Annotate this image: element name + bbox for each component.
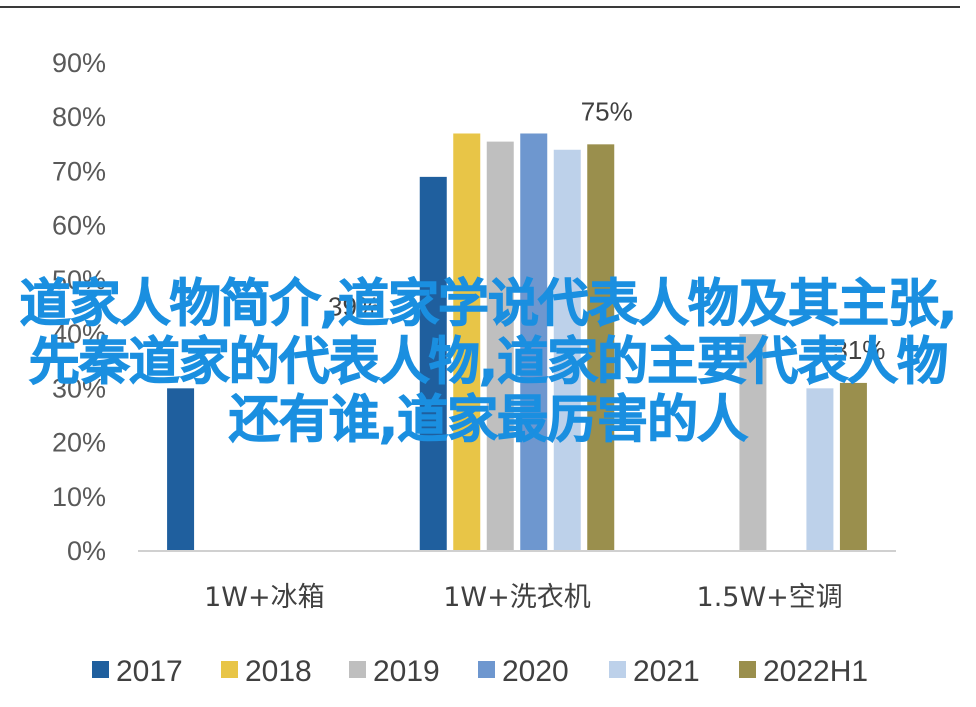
bar-2021-1 [553, 149, 581, 551]
data-label: 39% [328, 292, 380, 322]
category-labels: 1W+冰箱 1W+洗衣机 1.5W+空调 [204, 582, 843, 613]
legend-label-2022H1: 2022H1 [763, 655, 868, 688]
legend-swatch-2020 [478, 661, 495, 678]
y-tick-label: 50% [52, 265, 106, 295]
bar-2018-1 [453, 133, 481, 551]
x-category-label: 1W+洗衣机 [443, 582, 591, 613]
top-border [0, 6, 960, 8]
y-tick-label: 0% [67, 536, 106, 566]
watermark-text: 道家人物简介,道家学说代表人物及其主张,先秦道家的代表人物,道家的主要代表人物还… [19, 275, 958, 450]
data-label: 31% [833, 335, 885, 365]
legend-label-2017: 2017 [116, 655, 183, 688]
y-tick-label: 10% [52, 482, 106, 512]
y-tick-label: 60% [52, 211, 106, 241]
y-axis: 0% 10% 20% 30% 40% 50% 60% 70% 80% 90% [52, 48, 106, 566]
bar-2022H1-1 [587, 144, 615, 552]
x-category-label: 1.5W+空调 [697, 582, 843, 613]
x-category-label: 1W+冰箱 [204, 582, 325, 613]
data-label: 75% [581, 96, 633, 126]
bar-2022H1-2 [839, 382, 867, 551]
bars-group [167, 133, 867, 552]
data-labels: 75% 39% 31% [328, 96, 885, 365]
bar-2019-2 [739, 334, 767, 551]
y-tick-label: 30% [52, 373, 106, 403]
legend-swatch-2021 [609, 661, 626, 678]
bar-2017-1 [419, 176, 447, 551]
y-tick-label: 90% [52, 48, 106, 78]
legend-swatch-2017 [92, 661, 109, 678]
legend-swatch-2018 [221, 661, 238, 678]
y-tick-label: 20% [52, 428, 106, 458]
legend-label-2020: 2020 [502, 655, 569, 688]
legend-swatch-2022H1 [739, 661, 756, 678]
y-tick-label: 40% [52, 319, 106, 349]
bar-2020-1 [520, 133, 548, 551]
y-tick-label: 70% [52, 156, 106, 186]
bar-2017-0 [167, 388, 195, 551]
legend-swatch-2019 [349, 661, 366, 678]
bar-2019-1 [486, 141, 514, 551]
legend: 2017 2018 2019 2020 2021 2022H1 [92, 655, 868, 688]
bar-2021-2 [806, 388, 834, 551]
legend-label-2019: 2019 [373, 655, 440, 688]
legend-label-2018: 2018 [245, 655, 312, 688]
y-tick-label: 80% [52, 102, 106, 132]
legend-label-2021: 2021 [633, 655, 700, 688]
